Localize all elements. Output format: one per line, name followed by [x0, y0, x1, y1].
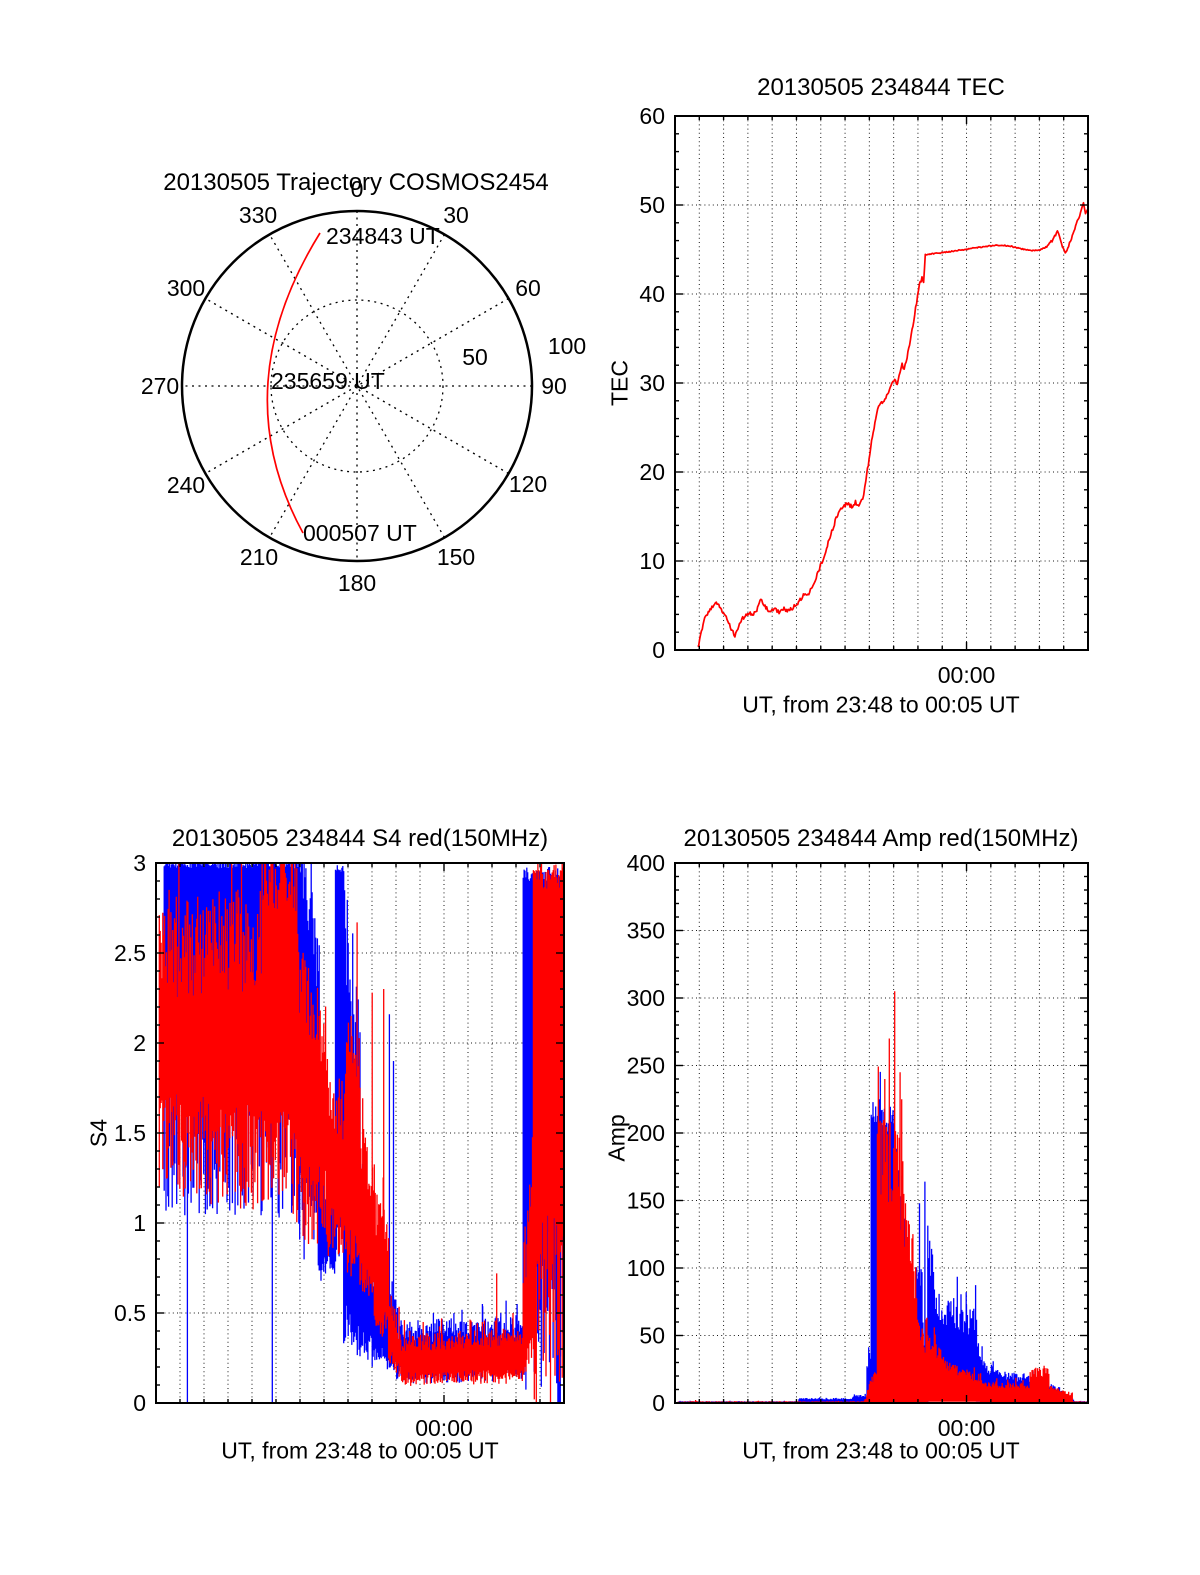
s4-ticks	[156, 862, 564, 1404]
tec-tick-labels: 0 10 20 30 40 50 60 00:00	[639, 103, 995, 688]
amp-x-axis-label: UT, from 23:48 to 00:05 UT	[742, 1437, 1020, 1464]
tec-ytick-label: 40	[639, 281, 665, 307]
polar-azimuth-label: 60	[515, 275, 541, 301]
amp-ytick-label: 200	[627, 1120, 665, 1146]
s4-red-150MHz-series	[158, 863, 565, 1403]
amp-ytick-label: 0	[652, 1390, 665, 1416]
polar-azimuth-label: 240	[167, 472, 205, 498]
tec-series-line	[697, 201, 1089, 648]
s4-tick-labels: 0 0.5 1 1.5 2 2.5 3 00:00	[114, 850, 473, 1441]
s4-plot-title: 20130505 234844 S4 red(150MHz)	[171, 825, 549, 852]
tec-ytick-label: 50	[639, 192, 665, 218]
amp-ytick-label: 250	[627, 1053, 665, 1079]
s4-y-axis-label: S4	[85, 1118, 112, 1148]
tec-plot: 0 10 20 30 40 50 60 00:00	[639, 103, 1089, 688]
polar-azimuth-label: 90	[541, 373, 567, 399]
trajectory-time-annotation: 234843 UT	[326, 223, 440, 249]
tec-ytick-label: 10	[639, 548, 665, 574]
amp-frame	[674, 862, 1089, 1404]
amp-ytick-label: 300	[627, 985, 665, 1011]
s4-ytick-label: 1.5	[114, 1120, 146, 1146]
s4-ytick-label: 2.5	[114, 940, 146, 966]
s4-ytick-label: 0.5	[114, 1300, 146, 1326]
s4-frame	[155, 862, 565, 1404]
s4-plot: 0 0.5 1 1.5 2 2.5 3 00:00	[114, 850, 565, 1441]
amp-ytick-label: 50	[639, 1323, 665, 1349]
amp-ticks	[675, 862, 1088, 1404]
polar-azimuth-label: 300	[167, 275, 205, 301]
polar-azimuth-label: 330	[239, 202, 277, 228]
tec-frame	[674, 115, 1089, 651]
polar-azimuth-label: 30	[443, 202, 469, 228]
polar-azimuth-label: 210	[240, 544, 278, 570]
amp-tick-labels: 0 50 100 150 200 250 300 350 400 00:00	[627, 850, 996, 1441]
tec-x-axis-label: UT, from 23:48 to 00:05 UT	[742, 691, 1020, 718]
polar-ring-50	[270, 299, 444, 473]
amp-plot: 0 50 100 150 200 250 300 350 400 00:00	[627, 850, 1089, 1441]
s4-ytick-label: 2	[133, 1030, 146, 1056]
polar-azimuth-label: 0	[351, 176, 364, 202]
amp-plot-title: 20130505 234844 Amp red(150MHz)	[683, 825, 1079, 852]
tec-ytick-label: 60	[639, 103, 665, 129]
polar-azimuth-label: 180	[338, 570, 376, 596]
amp-ytick-label: 350	[627, 918, 665, 944]
tec-xtick-label: 00:00	[938, 662, 996, 688]
tec-grid	[675, 116, 1088, 650]
amp-red-150MHz-series	[677, 991, 1089, 1403]
s4-ytick-label: 3	[133, 850, 146, 876]
s4-ytick-label: 1	[133, 1210, 146, 1236]
tec-ytick-label: 20	[639, 459, 665, 485]
trajectory-plot: 0 30 60 90 120 150 180 210 240 270 300 330 50 100 2348…	[141, 176, 586, 596]
s4-ytick-label: 0	[133, 1390, 146, 1416]
amp-ytick-label: 150	[627, 1188, 665, 1214]
polar-labels: 0 30 60 90 120 150 180 210 240 270 300 330 50 100 2348…	[141, 176, 586, 596]
s4-x-axis-label: UT, from 23:48 to 00:05 UT	[221, 1437, 499, 1464]
polar-azimuth-label: 120	[509, 471, 547, 497]
amp-ytick-label: 100	[627, 1255, 665, 1281]
amp-y-axis-label: Amp	[603, 1114, 630, 1162]
amp-xtick-label: 00:00	[938, 1415, 996, 1441]
trajectory-plot-title: 20130505 Trajectory COSMOS2454	[163, 169, 549, 196]
polar-ring-100	[180, 209, 534, 563]
tec-y-axis-label: TEC	[606, 360, 633, 406]
tec-ytick-label: 0	[652, 637, 665, 663]
tec-plot-title: 20130505 234844 TEC	[757, 74, 1005, 101]
polar-radial-label: 50	[462, 344, 488, 370]
trajectory-time-annotation: 235659 UT	[271, 368, 385, 394]
trajectory-time-annotation: 000507 UT	[303, 520, 417, 546]
tec-ytick-label: 30	[639, 370, 665, 396]
polar-grid	[182, 211, 532, 561]
trajectory-path	[266, 232, 321, 534]
polar-radial-label: 100	[548, 333, 586, 359]
amp-ytick-label: 400	[627, 850, 665, 876]
polar-azimuth-label: 150	[437, 544, 475, 570]
polar-azimuth-label: 270	[141, 373, 179, 399]
tec-ticks	[675, 115, 1088, 651]
s4-xtick-label: 00:00	[415, 1415, 473, 1441]
